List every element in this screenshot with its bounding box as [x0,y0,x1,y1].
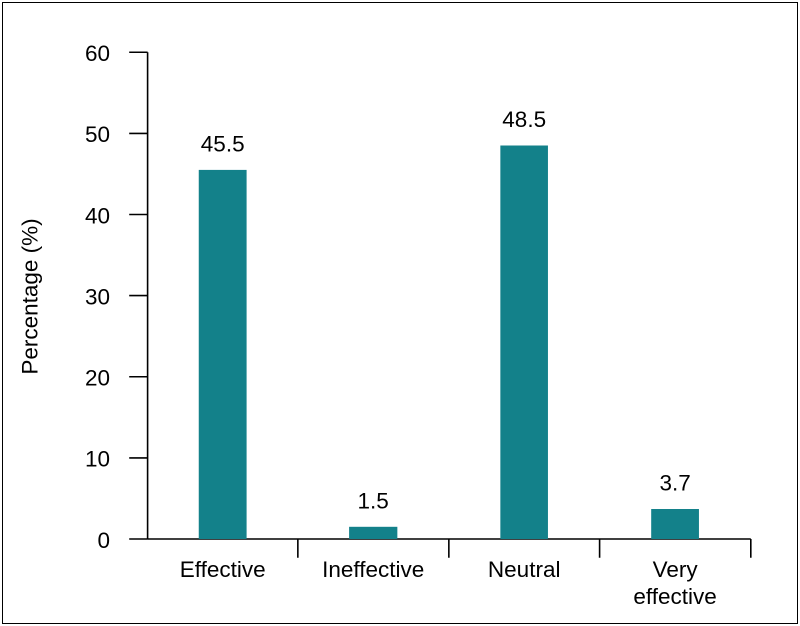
svg-text:48.5: 48.5 [502,107,546,132]
svg-text:Neutral: Neutral [488,557,561,582]
svg-text:45.5: 45.5 [201,132,245,157]
svg-text:10: 10 [85,447,110,472]
svg-text:30: 30 [85,284,110,309]
svg-text:effective: effective [633,584,716,609]
svg-text:Ineffective: Ineffective [322,557,424,582]
svg-text:50: 50 [85,122,110,147]
svg-text:1.5: 1.5 [358,488,389,513]
svg-text:3.7: 3.7 [659,471,690,496]
svg-text:60: 60 [85,41,110,66]
svg-text:Very: Very [653,557,699,582]
svg-text:40: 40 [85,203,110,228]
svg-text:Effective: Effective [180,557,266,582]
svg-text:20: 20 [85,366,110,391]
svg-text:0: 0 [97,528,110,553]
svg-text:Percentage (%): Percentage (%) [18,218,43,374]
